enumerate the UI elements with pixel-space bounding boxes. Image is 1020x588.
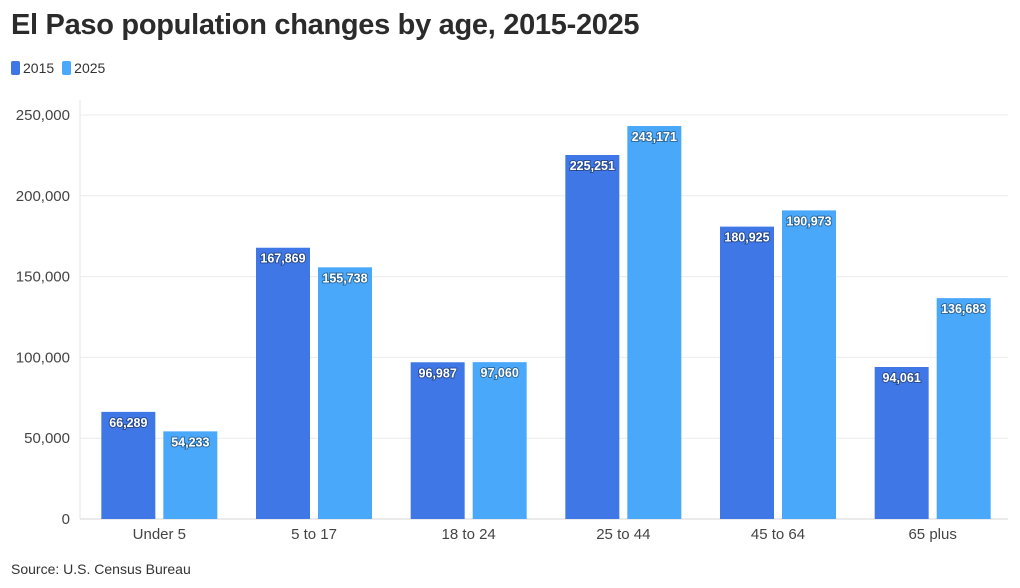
bar-value-label: 180,925 [724,231,769,245]
x-axis: Under 5 5 to 17 18 to 24 25 to 44 45 to 64 65… [133,526,957,543]
bar-value-label: 243,171 [632,130,677,144]
bars: 66,289 54,233 167,869 155,738 96,987 97,060 22… [101,126,991,520]
legend-swatch-2015 [11,61,20,75]
x-tick-label: 5 to 17 [291,526,337,543]
y-tick-label: 100,000 [16,349,70,366]
bar-2025 [318,267,372,519]
y-tick-label: 250,000 [16,107,70,124]
bar-2015 [565,154,620,519]
bar-2015 [720,226,774,520]
source-note: Source: U.S. Census Bureau [11,561,191,577]
x-tick-label: 45 to 64 [751,526,805,543]
legend-swatch-2025 [62,61,72,75]
legend-label-2025: 2025 [74,60,106,76]
bar-value-label: 155,738 [322,271,367,285]
legend: 2015 2025 [11,60,113,76]
x-tick-label: 18 to 24 [442,526,496,543]
bar-2025 [163,431,218,519]
y-tick-label: 0 [62,511,70,528]
x-tick-label: 25 to 44 [596,526,650,543]
bar-value-label: 66,289 [109,416,147,430]
y-tick-label: 150,000 [16,269,70,286]
legend-label-2015: 2015 [23,60,55,76]
bar-2025 [936,298,991,519]
bar-value-label: 167,869 [260,252,305,266]
bar-2025 [472,362,527,519]
bar-value-label: 96,987 [419,366,457,380]
y-tick-label: 200,000 [16,188,70,205]
bar-2015 [410,362,465,519]
bar-2015 [101,411,156,519]
gridlines [79,100,1008,520]
y-axis: 0 50,000 100,000 150,000 200,000 250,000 [16,107,70,528]
bar-value-label: 225,251 [570,159,615,173]
chart-title: El Paso population changes by age, 2015-… [11,9,640,41]
bar-2015 [874,366,929,519]
legend-item-2015: 2015 [11,60,54,76]
bar-value-label: 94,061 [883,371,921,385]
bar-value-label: 54,233 [171,435,209,449]
x-tick-label: 65 plus [908,526,956,543]
legend-item-2025: 2025 [62,60,105,76]
bar-value-label: 97,060 [481,366,519,380]
bar-value-label: 190,973 [786,214,831,228]
bar-2025 [782,210,836,519]
bar-2015 [256,247,310,519]
bar-2025 [627,126,682,519]
bar-value-label: 136,683 [941,302,986,316]
y-tick-label: 50,000 [24,430,70,447]
x-tick-label: Under 5 [133,526,186,543]
